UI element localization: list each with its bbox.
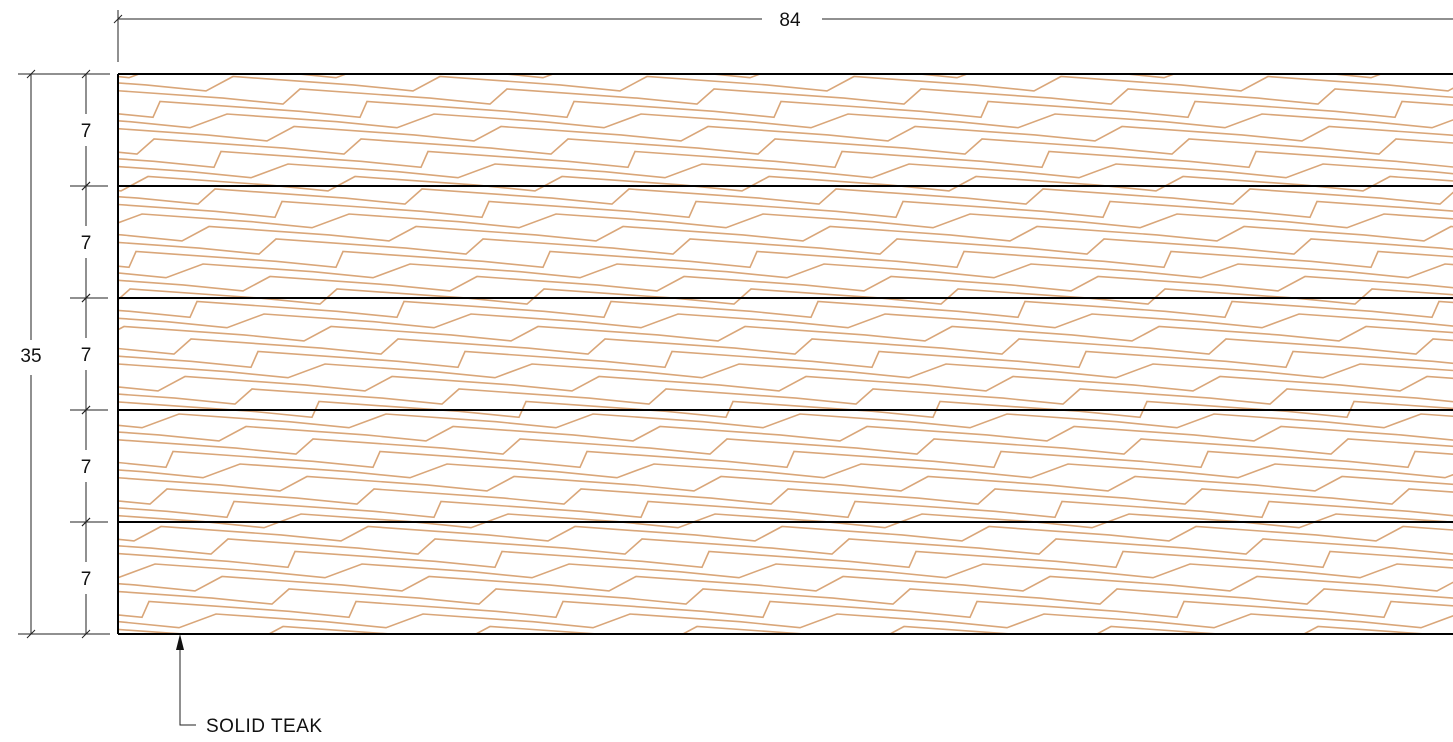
grain-line [118,388,1453,405]
grain-line [118,563,1453,579]
grain-line [118,75,1453,92]
grain-line [118,488,1453,505]
grain-line [118,88,1453,105]
grain-line [118,525,1453,542]
grain-line [0,27,1453,41]
grain-line [118,350,1453,369]
grain-line [118,600,1453,619]
grain-line [118,438,1453,455]
teak-panel [0,14,1453,668]
overall-height-tick-top [26,69,36,79]
grain-line [118,263,1453,279]
grain-line [118,613,1453,629]
grain-line [118,175,1453,192]
grain-line [118,313,1453,329]
grain-line [118,250,1453,269]
overall-height-tick-bottom [26,629,36,639]
grain-line [118,513,1453,529]
grain-line [118,138,1453,155]
grain-line [118,450,1453,469]
grain-line [118,113,1453,129]
grain-line [118,200,1453,219]
material-callout: SOLID TEAK [176,634,323,737]
grain-line [118,338,1453,355]
material-label: SOLID TEAK [206,716,323,737]
board-dimension-tick [81,629,91,639]
grain-line [0,14,1453,28]
grain-line [118,413,1453,429]
grain-line [118,363,1453,379]
grain-line [118,400,1453,419]
board-dimension-tick [81,69,91,79]
grain-line [118,500,1453,519]
board-height-label: 7 [81,233,92,254]
grain-line [118,463,1453,479]
board-height-label: 7 [81,121,92,142]
grain-line [3,652,1453,668]
board-height-label: 7 [81,345,92,366]
board-outlines [117,73,1453,635]
board-dimension-tick [81,517,91,527]
grain-line [118,100,1453,119]
grain-line [118,188,1453,205]
grain-line [118,225,1453,242]
grain-line [118,213,1453,229]
overall-width-label: 84 [779,10,801,31]
grain-line [118,150,1453,169]
grain-line [32,39,1453,54]
grain-line [118,550,1453,569]
callout-leader [179,650,196,726]
grain-line [99,52,1453,68]
height-dimensions: 35 7 7 7 7 7 [18,69,110,639]
grain-line [0,639,1453,654]
board-height-label: 7 [81,457,92,478]
wood-grain-hatch [0,14,1453,668]
grain-line [118,163,1453,179]
board-dimension-tick [81,181,91,191]
grain-line [118,125,1453,142]
board-height-label: 7 [81,569,92,590]
board-dimension-tick [81,293,91,303]
width-dimension: 84 [113,10,1453,62]
width-tick [113,14,123,24]
grain-line [118,325,1453,342]
grain-line [118,588,1453,605]
grain-line [118,375,1453,392]
grain-line [118,538,1453,555]
grain-line [118,74,1384,79]
grain-line [118,275,1453,292]
grain-line [118,575,1453,592]
grain-line [118,238,1453,255]
callout-arrowhead [176,634,184,650]
grain-line [118,425,1453,442]
board-dimension-tick [81,405,91,415]
grain-line [118,475,1453,492]
overall-height-label: 35 [20,346,41,367]
grain-line [118,300,1453,319]
